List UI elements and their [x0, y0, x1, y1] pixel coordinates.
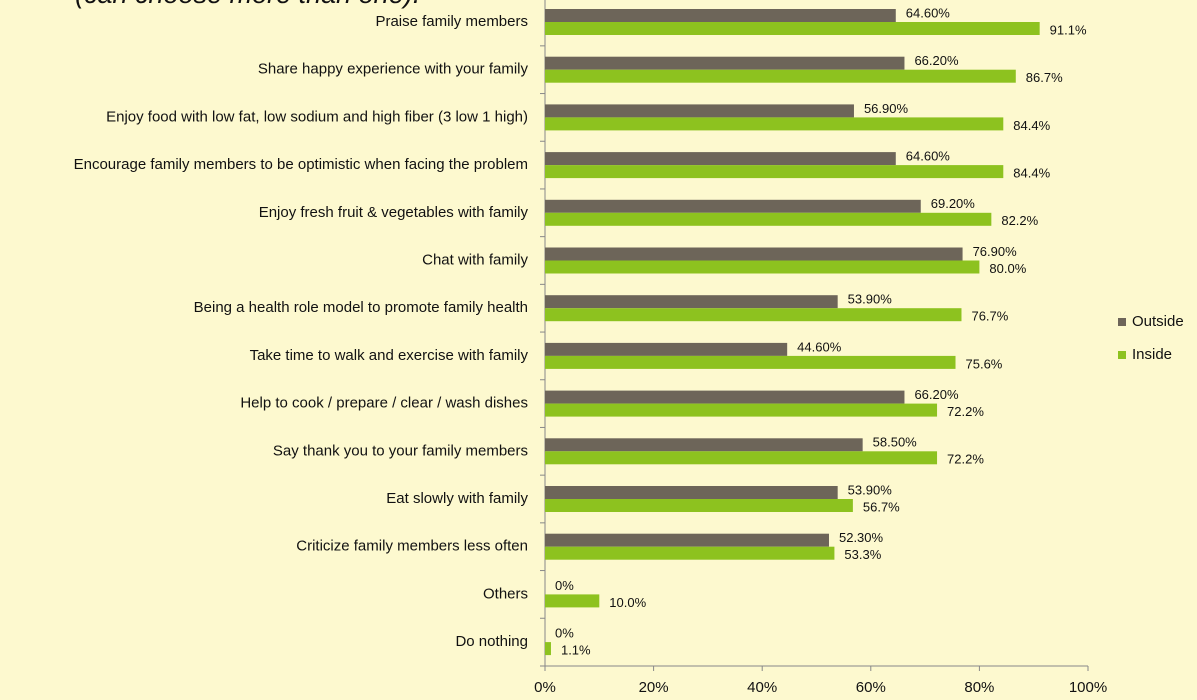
bar [545, 642, 551, 656]
y-tick-label: Enjoy fresh fruit & vegetables with fami… [259, 204, 529, 221]
legend-label: Inside [1132, 346, 1172, 363]
bar [545, 403, 938, 417]
y-tick-label: Chat with family [422, 251, 528, 268]
value-label: 52.30% [839, 530, 884, 545]
x-tick-label: 80% [964, 679, 994, 696]
y-tick-label: Share happy experience with your family [258, 61, 529, 78]
bar [545, 199, 921, 213]
value-label: 53.90% [848, 292, 893, 307]
bar [545, 152, 896, 166]
y-tick-label: Say thank you to your family members [273, 442, 528, 459]
value-label: 84.4% [1013, 118, 1050, 133]
x-tick-label: 100% [1069, 679, 1107, 696]
bar [545, 22, 1040, 35]
legend-label: Outside [1132, 313, 1184, 330]
value-label: 82.2% [1001, 213, 1038, 228]
bar [545, 9, 896, 22]
value-label: 66.20% [914, 53, 959, 68]
bar [545, 104, 854, 118]
bar [545, 546, 835, 560]
y-tick-label: Enjoy food with low fat, low sodium and … [106, 108, 528, 125]
value-label: 53.90% [848, 482, 893, 497]
y-tick-label: Eat slowly with family [386, 490, 528, 507]
value-label: 91.1% [1050, 22, 1087, 37]
value-label: 76.7% [971, 309, 1008, 324]
y-tick-label: Encourage family members to be optimisti… [74, 156, 528, 173]
bar [545, 165, 1004, 179]
x-tick-label: 40% [747, 679, 777, 696]
bar [545, 308, 962, 322]
y-tick-label: Being a health role model to promote fam… [194, 299, 528, 316]
value-label: 72.2% [947, 452, 984, 467]
value-label: 72.2% [947, 404, 984, 419]
value-label: 53.3% [844, 547, 881, 562]
bar [545, 69, 1016, 83]
bar [545, 56, 905, 70]
bar [545, 438, 863, 452]
value-label: 80.0% [989, 261, 1026, 276]
bar [545, 390, 905, 404]
legend-swatch [1118, 318, 1126, 326]
value-label: 75.6% [966, 356, 1003, 371]
value-label: 69.20% [931, 196, 976, 211]
x-tick-label: 60% [856, 679, 886, 696]
y-tick-label: Help to cook / prepare / clear / wash di… [240, 395, 528, 412]
value-label: 64.60% [906, 149, 951, 164]
y-tick-label: Do nothing [455, 633, 528, 650]
legend-swatch [1118, 351, 1126, 359]
bar [545, 117, 1004, 131]
value-label: 66.20% [914, 387, 959, 402]
bar [545, 594, 600, 608]
y-tick-label: Others [483, 585, 528, 602]
value-label: 44.60% [797, 339, 842, 354]
bar [545, 212, 992, 226]
y-tick-label: Take time to walk and exercise with fami… [250, 347, 529, 364]
value-label: 1.1% [561, 643, 591, 658]
bar [545, 260, 980, 274]
y-tick-label: Praise family members [375, 13, 528, 30]
chart-subtitle: (can choose more than one). [75, 0, 420, 9]
bar [545, 355, 956, 369]
value-label: 10.0% [609, 595, 646, 610]
value-label: 56.7% [863, 499, 900, 514]
value-label: 84.4% [1013, 166, 1050, 181]
bar [545, 342, 788, 356]
value-label: 56.90% [864, 101, 909, 116]
x-tick-label: 0% [534, 679, 556, 696]
value-label: 0% [555, 626, 574, 641]
value-label: 76.90% [973, 244, 1018, 259]
value-label: 58.50% [873, 435, 918, 450]
bar [545, 486, 838, 499]
value-label: 64.60% [906, 5, 951, 20]
value-label: 86.7% [1026, 70, 1063, 85]
value-label: 0% [555, 578, 574, 593]
y-tick-label: Criticize family members less often [296, 538, 528, 555]
bar [545, 295, 838, 309]
bar [545, 499, 853, 512]
bar [545, 451, 938, 465]
bar [545, 533, 829, 547]
x-tick-label: 20% [639, 679, 669, 696]
bar [545, 247, 963, 261]
